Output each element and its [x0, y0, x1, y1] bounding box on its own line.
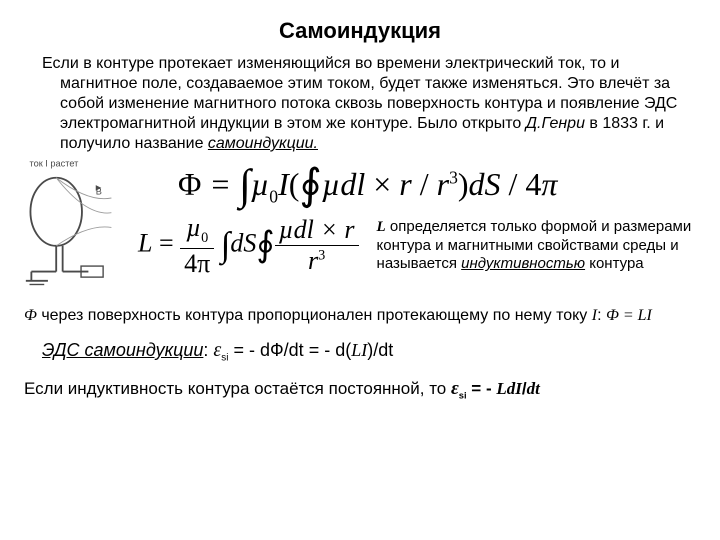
f2-sub0: 0: [201, 231, 208, 247]
f2-dS: dS: [230, 229, 256, 258]
f1-oint: ∮: [299, 162, 322, 209]
l3-eq: Ф = LI: [606, 307, 652, 324]
f1-phi: Φ: [178, 166, 201, 202]
formula-L-row: L = µ0 4π ∫dS∮µdl × rr3 L определяется то…: [130, 213, 696, 278]
f2-den1: 4π: [184, 249, 210, 278]
slide-title: Самоиндукция: [24, 18, 696, 44]
f2-frac2: µdl × rr3: [275, 215, 359, 276]
l5-eq: = -: [467, 379, 497, 398]
l4-dt: dt: [289, 340, 304, 360]
l5-dI: dI: [507, 379, 522, 398]
L-description: L определяется только формой и размерами…: [359, 218, 696, 274]
l3-phi: Ф: [24, 307, 37, 324]
l4-colon: :: [203, 340, 213, 360]
l4-dt2: dt: [378, 340, 393, 360]
l5-t1: Если индуктивность контура остаётся пост…: [24, 379, 451, 398]
f2-frac1: µ0 4π: [180, 213, 214, 278]
f1-lp: (: [289, 166, 300, 202]
l4-dPhi: dФ: [260, 340, 284, 360]
f1-mu0: µ: [251, 166, 269, 202]
f2-L: L: [138, 229, 152, 258]
f1-slash2: /: [501, 166, 526, 202]
loop-figure-svg: ток I растет B: [24, 152, 116, 290]
f1-rp: ): [458, 166, 469, 202]
f2-den2a: r: [308, 246, 318, 275]
f1-times: ×: [365, 166, 399, 202]
l4-eq: =: [228, 340, 249, 360]
l3-colon: :: [597, 307, 606, 324]
f2-eq: =: [152, 229, 180, 258]
f2-oint: ∮: [256, 225, 274, 264]
formulas-block: Φ = ∫µ0I(∮µdl × r / r3)dS / 4π L = µ04π …: [116, 128, 696, 279]
f2-int: ∫: [221, 225, 231, 264]
constant-L-line: Если индуктивность контура остаётся пост…: [24, 378, 696, 400]
f1-sub0: 0: [269, 186, 278, 206]
f1-slash: /: [412, 166, 437, 202]
f1-dS: dS: [469, 166, 501, 202]
l3-t2: через поверхность контура пропорционален…: [37, 307, 592, 324]
l4-eq2: =: [304, 340, 325, 360]
emf-selfinduction-line: ЭДС самоиндукции: εsi = - dФ/dt = - d(LI…: [24, 339, 696, 364]
f1-I: I: [278, 166, 289, 202]
l5-dt: dt: [527, 379, 540, 398]
f1-mu: µ: [322, 166, 340, 202]
ldesc-L: L: [377, 219, 386, 235]
figure-and-formulas: ток I растет B Φ = ∫µ0I(∮µdl × r / r3)dS…: [24, 128, 696, 295]
l4-LI: LI: [351, 340, 367, 360]
figure-label-current: ток I растет: [30, 159, 80, 169]
f2-sup3: 3: [318, 248, 325, 264]
l5-si: si: [459, 390, 467, 400]
f1-eq: =: [201, 166, 239, 202]
f1-r: r: [399, 166, 411, 202]
ldesc-t2: индуктивностью: [461, 255, 585, 272]
slide: Самоиндукция Если в контуре протекает из…: [0, 0, 720, 540]
f1-int: ∫: [239, 162, 251, 209]
ldesc-t3: контура: [585, 255, 644, 272]
l4-label: ЭДС самоиндукции: [42, 340, 203, 360]
flux-proportional-line: Ф через поверхность контура пропорционал…: [24, 307, 696, 325]
formula-flux: Φ = ∫µ0I(∮µdl × r / r3)dS / 4π: [130, 156, 696, 207]
f1-4: 4: [525, 166, 541, 202]
f1-pi: π: [541, 166, 557, 202]
l4-minus: -: [249, 340, 260, 360]
l4-minus2: -: [324, 340, 335, 360]
f1-dl: dl: [340, 166, 365, 202]
f2-num1: µ: [186, 213, 201, 242]
l4-d: d(: [335, 340, 351, 360]
f1-r2: r: [437, 166, 449, 202]
formula-L: L = µ0 4π ∫dS∮µdl × rr3: [130, 213, 359, 278]
loop-figure: ток I растет B: [24, 152, 116, 295]
f2-num2: µdl × r: [275, 215, 359, 245]
l5-eps: ε: [451, 378, 459, 399]
l5-L: L: [496, 379, 506, 398]
f1-sup3: 3: [449, 167, 458, 187]
